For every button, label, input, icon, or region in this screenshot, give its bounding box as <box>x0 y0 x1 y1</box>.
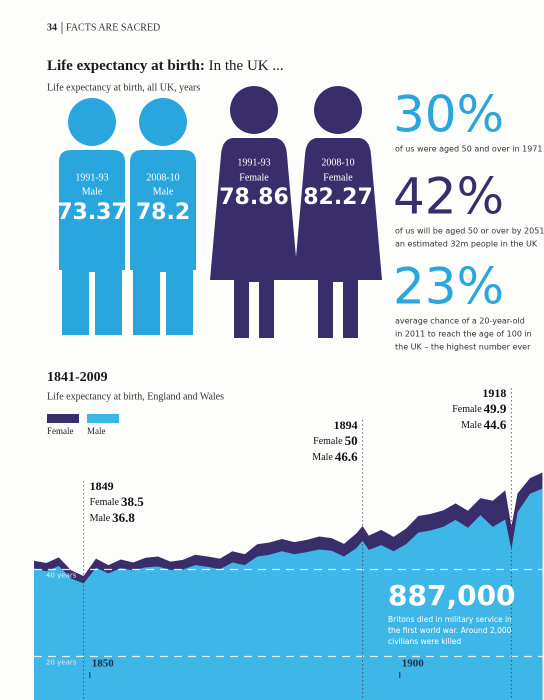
figure-head <box>314 86 362 134</box>
figure-value: 78.86 <box>219 185 289 210</box>
stat-text: in 2011 to reach the age of 100 in <box>395 330 532 339</box>
subtitle: Life expectancy at birth, all UK, years <box>47 82 200 93</box>
callout-text: the first world war. Around 2,000 <box>388 626 512 635</box>
figure-value: 73.37 <box>57 200 127 225</box>
annotation-year: 1849 <box>90 479 114 493</box>
title: Life expectancy at birth: In the UK ... <box>47 58 284 74</box>
stat-text: the UK – the highest number ever <box>395 343 531 352</box>
annotation-label: Female <box>313 436 343 447</box>
annotation-value: 44.6 <box>484 417 507 432</box>
figure-value: 78.2 <box>136 200 190 225</box>
legend-swatch <box>47 414 79 423</box>
chart-subtitle: Life expectancy at birth, England and Wa… <box>47 391 224 402</box>
annotation-year: 1894 <box>334 418 358 432</box>
figure-head <box>139 98 187 146</box>
title-rest: In the UK ... <box>205 58 284 74</box>
figure-period: 1991-93 <box>237 157 270 168</box>
figure-period: 2008-10 <box>321 157 354 168</box>
annotation-values: Male 36.8 <box>90 510 136 525</box>
callout-text: Britons died in military service in <box>388 615 512 624</box>
stat-text: an estimated 32m people in the UK <box>395 240 538 249</box>
figure-body <box>130 150 196 335</box>
chart-title: 1841-2009 <box>47 370 108 385</box>
page-number: 34 <box>47 22 57 33</box>
annotation-label: Female <box>90 497 120 508</box>
x-tick-label: 1900 <box>402 658 425 670</box>
annotation-value: 46.6 <box>335 449 358 464</box>
figure-period: 2008-10 <box>146 172 179 183</box>
stat-text: average chance of a 20-year-old <box>395 317 525 326</box>
figure-value: 82.27 <box>303 185 373 210</box>
figure-body <box>210 138 298 338</box>
annotation-label: Male <box>90 513 111 524</box>
stat-text: of us will be aged 50 or over by 2051, <box>395 227 544 236</box>
figure-sex: Female <box>239 172 269 183</box>
stat-figure: 30% <box>393 86 504 144</box>
callout-figure: 887,000 <box>388 579 516 612</box>
title-bold: Life expectancy at birth: <box>47 58 205 74</box>
y-tick-label: 20 years <box>46 659 77 667</box>
legend-label: Female <box>47 426 74 436</box>
annotation-value: 38.5 <box>121 494 144 509</box>
stat-figure: 42% <box>393 168 504 226</box>
top-section: 1991-93 Male 73.37 2008-10 Male 78.2 1991-93 Fe… <box>47 86 544 436</box>
stat-figure: 23% <box>393 258 504 316</box>
annotation-values: Male 46.6 <box>312 449 358 464</box>
legend-label: Male <box>87 426 106 436</box>
figure-body <box>59 150 125 335</box>
annotation-year: 1918 <box>482 386 506 400</box>
annotation-label: Female <box>452 404 482 415</box>
annotation-values: Male 44.6 <box>461 417 507 432</box>
stat-text: of us were aged 50 and over in 1971 <box>395 145 543 154</box>
annotation-value: 49.9 <box>484 401 507 416</box>
legend-swatch <box>87 414 119 423</box>
annotation-value: 36.8 <box>112 510 135 525</box>
annotation-values: Female 49.9 <box>452 401 507 416</box>
x-tick-label: 1850 <box>92 658 115 670</box>
section-name: FACTS ARE SACRED <box>66 22 160 33</box>
annotation-values: Female 38.5 <box>90 494 145 509</box>
y-tick-label: 40 years <box>46 572 77 580</box>
figure-sex: Male <box>153 186 174 197</box>
callout-text: civilians were killed <box>388 637 461 646</box>
figure-body <box>294 138 382 338</box>
area <box>34 488 543 700</box>
figure-sex: Male <box>82 186 103 197</box>
annotation-values: Female 50 <box>313 433 357 448</box>
figure-head <box>68 98 116 146</box>
figure-period: 1991-93 <box>75 172 108 183</box>
figure-sex: Female <box>323 172 353 183</box>
annotation-label: Male <box>461 420 482 431</box>
annotation-label: Male <box>312 452 333 463</box>
figure-head <box>230 86 278 134</box>
annotation-value: 50 <box>345 433 358 448</box>
